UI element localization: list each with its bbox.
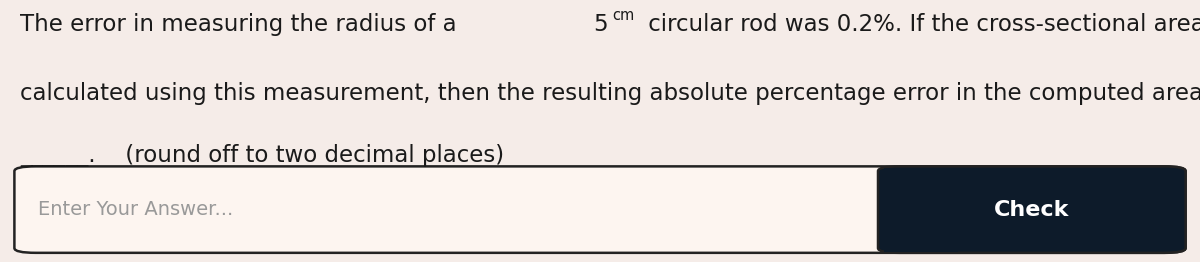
FancyBboxPatch shape bbox=[14, 166, 1186, 253]
Text: (round off to two decimal places): (round off to two decimal places) bbox=[118, 144, 504, 167]
FancyBboxPatch shape bbox=[878, 166, 1186, 253]
Text: ______.: ______. bbox=[20, 144, 96, 167]
Text: Enter Your Answer...: Enter Your Answer... bbox=[38, 200, 234, 219]
Bar bbox=[884, 168, 1180, 252]
Text: calculated using this measurement, then the resulting absolute percentage error : calculated using this measurement, then … bbox=[20, 81, 1200, 105]
Text: circular rod was 0.2%. If the cross-sectional area of the rod was: circular rod was 0.2%. If the cross-sect… bbox=[641, 13, 1200, 36]
Bar bbox=[884, 168, 958, 252]
Text: cm: cm bbox=[612, 8, 635, 23]
Text: Check: Check bbox=[994, 200, 1069, 220]
Text: The error in measuring the radius of a: The error in measuring the radius of a bbox=[20, 13, 464, 36]
Text: 5: 5 bbox=[593, 13, 607, 36]
